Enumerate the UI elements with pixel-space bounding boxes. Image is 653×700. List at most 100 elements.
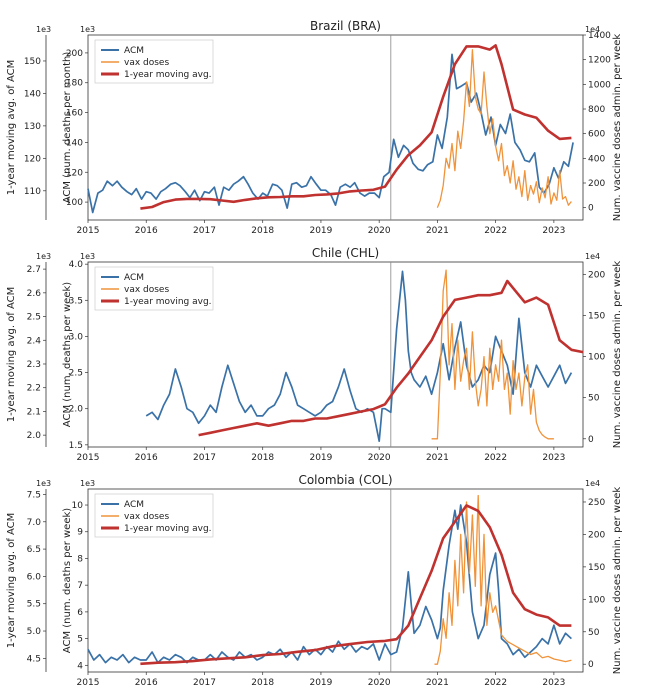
outer-multiplier: 1e3: [36, 479, 51, 488]
x-tick-label: 2021: [426, 453, 449, 463]
x-tick-label: 2016: [135, 678, 158, 688]
outer-tick-label: 7.0: [27, 518, 42, 528]
right-tick-label: 100: [588, 353, 605, 363]
legend-vax-doses-label: vax doses: [124, 58, 169, 68]
right-tick-label: 250: [588, 498, 605, 508]
left-tick-label: 160: [66, 109, 83, 119]
right-tick-label: 150: [588, 311, 605, 321]
left-tick-label: 100: [66, 198, 83, 208]
plot-frame: [87, 34, 584, 221]
outer-tick-label: 4.5: [27, 654, 41, 664]
x-tick-label: 2017: [193, 226, 216, 236]
left-tick-label: 1.5: [69, 441, 83, 451]
right-multiplier: 1e4: [585, 252, 600, 261]
right-tick-label: 1200: [588, 56, 611, 66]
outer-tick-label: 2.7: [27, 265, 41, 275]
x-tick-label: 2022: [484, 453, 507, 463]
legend-acm-label: ACM: [124, 46, 144, 56]
right-tick-label: 400: [588, 154, 605, 164]
moving-avg-series-line: [140, 504, 572, 666]
right-tick-label: 1000: [588, 80, 611, 90]
chart-title: Colombia (COL): [298, 473, 392, 487]
outer-tick-label: 2.3: [27, 360, 41, 370]
legend-box: [94, 266, 214, 311]
right-tick-label: 50: [588, 394, 600, 404]
right-tick-label: 150: [588, 563, 605, 573]
x-tick-label: 2015: [77, 453, 100, 463]
x-tick-label: 2020: [368, 226, 391, 236]
right-tick-label: 0: [588, 660, 594, 670]
vax-doses-series-line: [436, 49, 572, 208]
vax-doses-series-line: [434, 494, 572, 665]
outer-axis-label: 1-year moving avg. of ACM: [6, 287, 17, 423]
left-tick-label: 140: [66, 138, 83, 148]
x-tick-label: 2016: [135, 453, 158, 463]
outer-tick-label: 2.4: [27, 336, 42, 346]
x-tick-label: 2017: [193, 453, 216, 463]
right-multiplier: 1e4: [585, 479, 600, 488]
right-tick-label: 100: [588, 595, 605, 605]
outer-axis-label: 1-year moving avg. of ACM: [6, 60, 17, 196]
left-tick-label: 3.5: [69, 296, 83, 306]
left-tick-label: 7: [77, 581, 83, 591]
outer-tick-label: 140: [24, 89, 41, 99]
outer-axis-label: 1-year moving avg. of ACM: [6, 513, 17, 649]
x-tick-label: 2016: [135, 226, 158, 236]
x-tick-label: 2021: [426, 678, 449, 688]
chart-title: Brazil (BRA): [310, 19, 381, 33]
x-tick-label: 2020: [368, 678, 391, 688]
chart-title: Chile (CHL): [312, 246, 379, 260]
left-tick-label: 2.5: [69, 369, 83, 379]
acm-series-line: [145, 270, 573, 443]
left-multiplier: 1e3: [80, 479, 95, 488]
x-tick-label: 2019: [309, 226, 332, 236]
right-tick-label: 1400: [588, 31, 611, 41]
right-tick-label: 200: [588, 530, 605, 540]
outer-tick-label: 110: [24, 187, 41, 197]
x-tick-label: 2019: [309, 678, 332, 688]
x-tick-label: 2015: [77, 678, 100, 688]
left-axis-label: ACM (num. deaths per week): [62, 282, 73, 427]
x-tick-label: 2022: [484, 226, 507, 236]
x-tick-label: 2021: [426, 226, 449, 236]
x-tick-label: 2020: [368, 453, 391, 463]
plot-frame: [87, 488, 584, 673]
outer-tick-label: 150: [24, 57, 41, 67]
right-axis-label: Num. vaccine doses admin. per week: [612, 487, 623, 675]
outer-tick-label: 6.5: [27, 545, 41, 555]
right-tick-label: 50: [588, 628, 600, 638]
outer-tick-label: 2.0: [27, 431, 42, 441]
left-tick-label: 3.0: [69, 332, 84, 342]
left-tick-label: 4: [77, 661, 83, 671]
x-tick-label: 2018: [251, 226, 274, 236]
x-tick-label: 2015: [77, 226, 100, 236]
right-multiplier: 1e4: [585, 25, 600, 34]
x-tick-label: 2023: [542, 226, 565, 236]
left-tick-label: 2.0: [69, 405, 84, 415]
x-tick-label: 2019: [309, 453, 332, 463]
legend-vax-doses-label: vax doses: [124, 285, 169, 295]
outer-tick-label: 2.1: [27, 407, 41, 417]
outer-tick-label: 120: [24, 154, 41, 164]
outer-tick-label: 5.0: [27, 627, 42, 637]
outer-tick-label: 5.5: [27, 600, 41, 610]
legend-moving-avg-label: 1-year moving avg.: [124, 524, 212, 534]
right-tick-label: 800: [588, 105, 605, 115]
x-tick-label: 2023: [542, 678, 565, 688]
outer-multiplier: 1e3: [36, 252, 51, 261]
outer-tick-label: 130: [24, 122, 41, 132]
right-tick-label: 200: [588, 270, 605, 280]
x-tick-label: 2017: [193, 678, 216, 688]
left-tick-label: 4.0: [69, 260, 84, 270]
outer-tick-label: 6.0: [27, 572, 42, 582]
right-tick-label: 200: [588, 179, 605, 189]
left-tick-label: 200: [66, 49, 83, 59]
left-tick-label: 120: [66, 168, 83, 178]
moving-avg-series-line: [198, 279, 584, 437]
outer-tick-label: 2.5: [27, 313, 41, 323]
outer-tick-label: 2.6: [27, 289, 42, 299]
legend-acm-label: ACM: [124, 273, 144, 283]
plot-frame: [87, 261, 584, 448]
vax-doses-series-line: [431, 269, 554, 440]
left-tick-label: 6: [77, 608, 83, 618]
